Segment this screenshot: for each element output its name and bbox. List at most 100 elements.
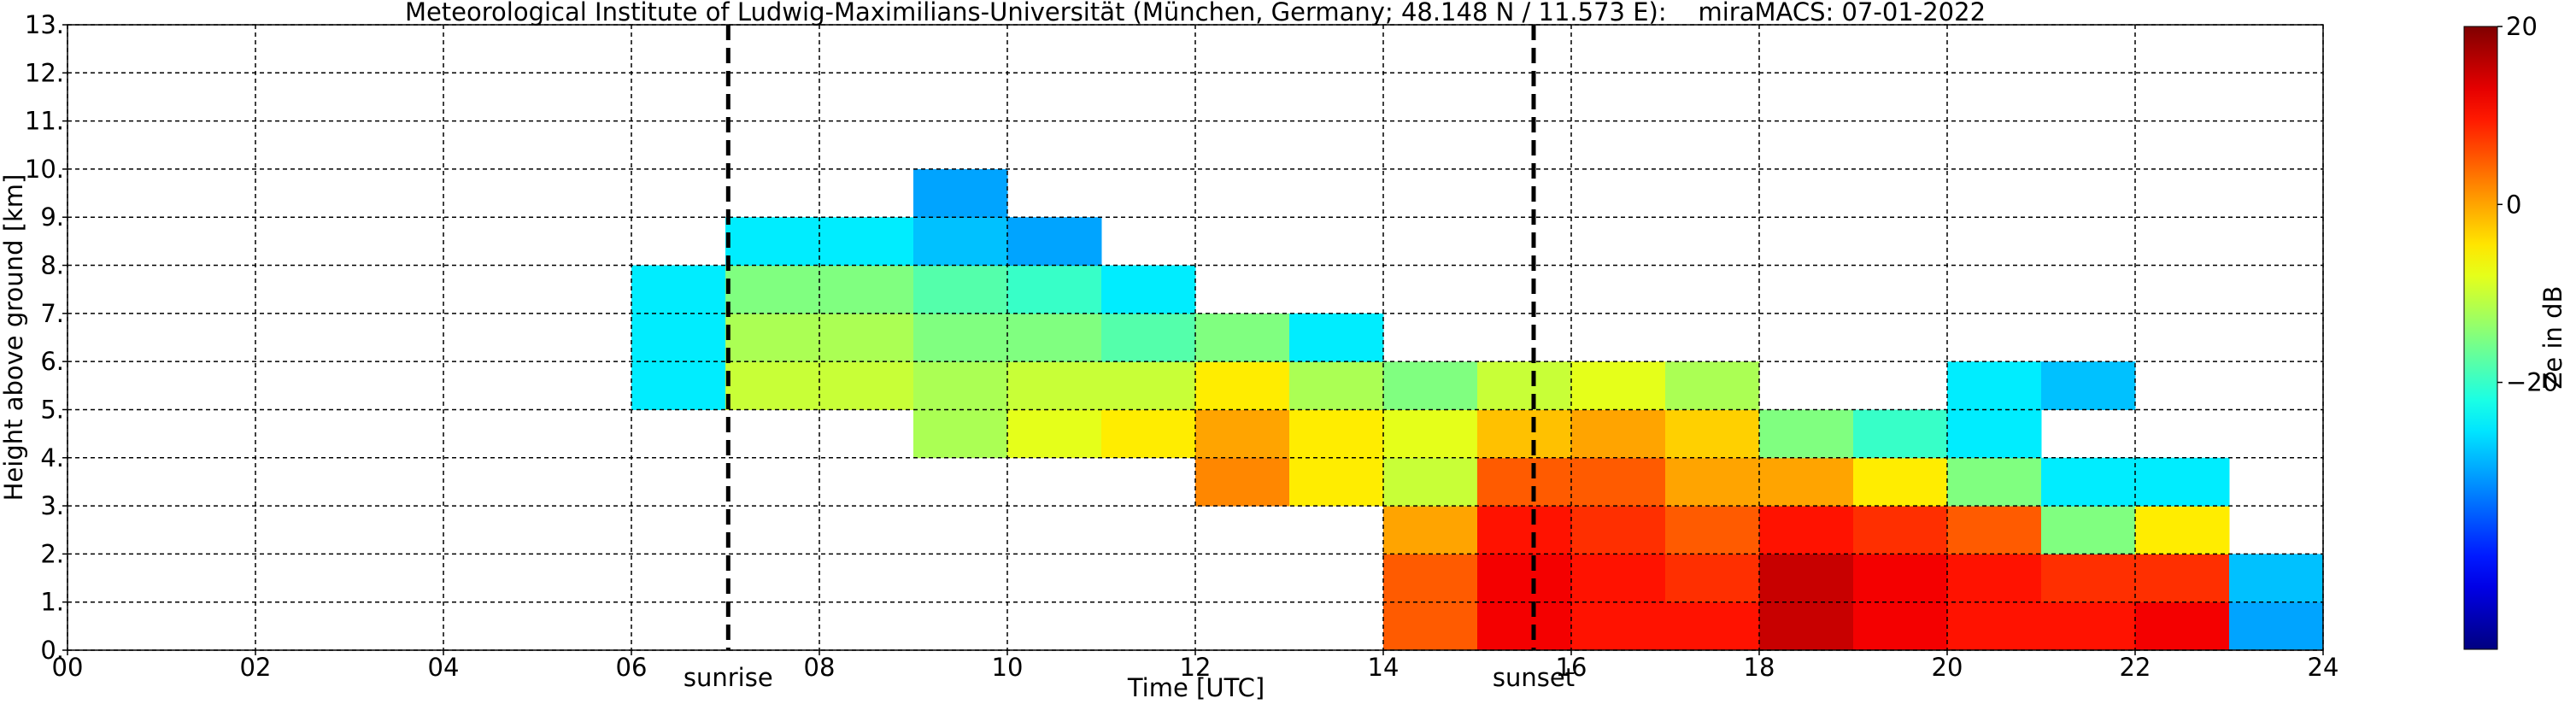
- y-tick-label: 7.: [40, 299, 64, 328]
- heatmap-cell: [1289, 313, 1384, 362]
- x-axis-label: Time [UTC]: [1127, 673, 1265, 702]
- colorbar: [2463, 26, 2498, 650]
- heatmap-cell: [2135, 457, 2230, 507]
- heatmap-cell: [1477, 601, 1572, 651]
- heatmap-cell: [1665, 506, 1760, 554]
- heatmap-cell: [1477, 554, 1572, 603]
- heatmap-cell: [1101, 409, 1196, 459]
- annotation-label: sunrise: [684, 663, 773, 692]
- heatmap-cell: [1665, 361, 1760, 410]
- heatmap-cell: [1383, 506, 1478, 554]
- heatmap-cell: [631, 361, 726, 410]
- heatmap-cell: [913, 361, 1008, 410]
- heatmap-cell: [913, 217, 1008, 267]
- heatmap-cell: [631, 313, 726, 362]
- x-tick-label: 02: [240, 653, 272, 682]
- heatmap-cell: [913, 409, 1008, 459]
- y-tick-label: 5.: [40, 395, 64, 424]
- heatmap-cell: [1947, 601, 2042, 651]
- heatmap-cell: [913, 265, 1008, 314]
- heatmap-cell: [1947, 457, 2042, 507]
- heatmap-cell: [1571, 506, 1666, 554]
- heatmap-cell: [1195, 313, 1290, 362]
- heatmap-cell: [1571, 554, 1666, 603]
- heatmap-cell: [1007, 313, 1102, 362]
- heatmap-cell: [1289, 361, 1384, 410]
- heatmap-cell: [1195, 361, 1290, 410]
- heatmap-cell: [1571, 361, 1666, 410]
- x-tick-label: 06: [616, 653, 648, 682]
- heatmap-cell: [819, 217, 914, 267]
- heatmap-cell: [1477, 506, 1572, 554]
- heatmap-cell: [913, 313, 1008, 362]
- heatmap-cell: [1383, 601, 1478, 651]
- heatmap-cell: [1665, 554, 1760, 603]
- heatmap-cell: [1759, 457, 1854, 507]
- y-tick-label: 4.: [40, 443, 64, 472]
- heatmap-cell: [1853, 506, 1948, 554]
- y-tick-label: 0.: [40, 636, 64, 665]
- heatmap-cell: [1947, 361, 2042, 410]
- heatmap-cell: [2041, 457, 2136, 507]
- heatmap-cell: [1947, 409, 2042, 459]
- x-tick-label: 16: [1556, 653, 1587, 682]
- heatmap-cell: [2135, 506, 2230, 554]
- y-axis-label: Height above ground [km]: [0, 174, 28, 502]
- colorbar-tick-label: 20: [2506, 12, 2538, 41]
- heatmap-cell: [1101, 313, 1196, 362]
- y-tick-label: 3.: [40, 491, 64, 520]
- x-tick-label: 12: [1180, 653, 1212, 682]
- x-tick-label: 18: [1744, 653, 1775, 682]
- colorbar-tick-label: −20: [2506, 368, 2558, 397]
- heatmap-cell: [1665, 457, 1760, 507]
- chart-title: Meteorological Institute of Ludwig-Maxim…: [405, 0, 1986, 26]
- heatmap-cell: [913, 168, 1008, 218]
- plot-frame: [67, 24, 2324, 651]
- colorbar-label: Ze in dB: [2538, 286, 2567, 390]
- heatmap-cell: [725, 361, 820, 410]
- heatmap-cell: [1383, 409, 1478, 459]
- heatmap-cell: [1101, 361, 1196, 410]
- heatmap-cell: [1007, 409, 1102, 459]
- heatmap-cell: [2229, 601, 2324, 651]
- heatmap-cell: [1477, 457, 1572, 507]
- heatmap-cell: [1853, 601, 1948, 651]
- heatmap-cell: [2135, 601, 2230, 651]
- heatmap-cell: [1383, 554, 1478, 603]
- heatmap-cell: [1759, 554, 1854, 603]
- heatmap-cell: [1571, 601, 1666, 651]
- heatmap-cell: [631, 265, 726, 314]
- heatmap-cell: [819, 265, 914, 314]
- heatmap-cell: [2041, 361, 2136, 410]
- y-tick-label: 1.: [40, 588, 64, 617]
- colorbar-tick-label: 0: [2506, 190, 2521, 219]
- heatmap-cell: [725, 313, 820, 362]
- heatmap-cell: [1195, 457, 1290, 507]
- y-tick-label: 12.: [25, 58, 64, 87]
- heatmap-cell: [1571, 409, 1666, 459]
- heatmap-cell: [1289, 409, 1384, 459]
- annotation-label: sunset: [1493, 663, 1575, 692]
- heatmap-cell: [2041, 506, 2136, 554]
- heatmap-cell: [2229, 554, 2324, 603]
- heatmap-cell: [1195, 409, 1290, 459]
- x-tick-label: 00: [52, 653, 84, 682]
- heatmap-cell: [1477, 409, 1572, 459]
- y-tick-label: 8.: [40, 251, 64, 280]
- x-tick-label: 22: [2120, 653, 2151, 682]
- heatmap-cell: [1383, 361, 1478, 410]
- heatmap-cell: [1853, 554, 1948, 603]
- x-tick-label: 14: [1368, 653, 1399, 682]
- x-tick-label: 04: [428, 653, 460, 682]
- heatmap-cell: [1665, 409, 1760, 459]
- heatmap-cell: [819, 313, 914, 362]
- heatmap-cell: [2041, 554, 2136, 603]
- heatmap-cell: [1759, 506, 1854, 554]
- heatmap-cell: [1101, 265, 1196, 314]
- y-tick-label: 6.: [40, 347, 64, 376]
- heatmap-cell: [2135, 554, 2230, 603]
- y-tick-label: 10.: [25, 155, 64, 184]
- y-tick-label: 11.: [25, 107, 64, 136]
- heatmap-cell: [1853, 457, 1948, 507]
- heatmap-cell: [1289, 457, 1384, 507]
